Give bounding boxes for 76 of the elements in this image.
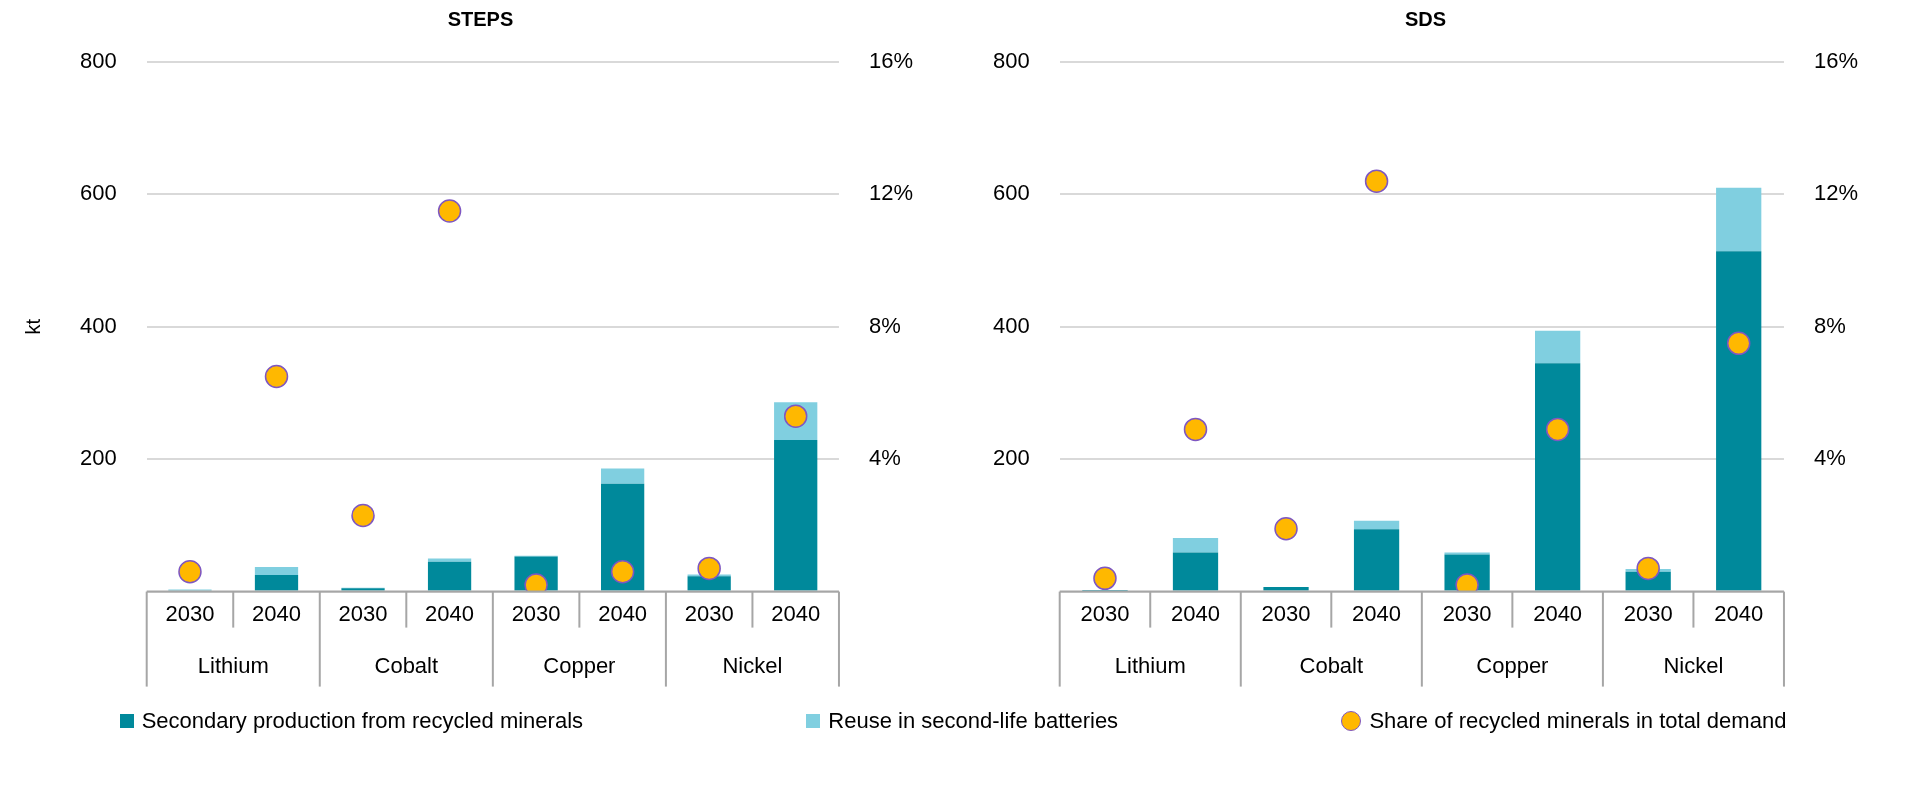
point	[1274, 516, 1298, 541]
bar	[427, 558, 472, 562]
point	[264, 364, 289, 389]
x-tick-label: 2030	[1442, 600, 1492, 626]
bar	[1263, 586, 1309, 591]
text: Cobalt	[1299, 652, 1364, 678]
y2-tick-label: 8%	[1813, 312, 1846, 338]
bar	[1535, 330, 1581, 364]
point	[437, 199, 462, 223]
x-tick-label: 2040	[1533, 600, 1583, 626]
text: Copper	[543, 652, 616, 678]
bar	[254, 575, 299, 591]
legend-label: Reuse in second-life batteries	[828, 708, 1119, 734]
bar	[1535, 363, 1581, 591]
y-axis-title: kt	[21, 318, 44, 335]
x-tick-label: 2040	[252, 600, 301, 626]
x-tick-label: 2040	[1352, 600, 1402, 626]
x-tick-label: 2030	[684, 600, 734, 626]
bar	[1172, 552, 1219, 591]
text: Nickel	[722, 652, 783, 678]
y2-tick-label: 16%	[868, 48, 914, 74]
y-tick-label: 600	[992, 180, 1030, 206]
chart-title: SDS	[1404, 7, 1447, 30]
x-tick-label: 2040	[771, 600, 821, 626]
y-tick-label: 400	[992, 312, 1030, 338]
text: Cobalt	[374, 652, 439, 678]
point	[697, 556, 721, 581]
text: Copper	[1476, 652, 1549, 678]
y2-tick-label: 12%	[868, 180, 914, 206]
point	[1636, 556, 1660, 581]
x-tick-label: 2030	[1623, 600, 1673, 626]
bar	[254, 567, 299, 576]
y-tick-label: 200	[992, 445, 1030, 471]
bar	[1353, 529, 1400, 591]
legend-label: Secondary production from recycled minerals	[141, 708, 584, 734]
bar	[774, 440, 818, 591]
bar	[1716, 251, 1762, 591]
y-tick-label: 400	[79, 312, 117, 338]
x-tick-label: 2030	[511, 600, 561, 626]
x-tick-label: 2040	[425, 600, 475, 626]
bar	[1716, 187, 1762, 252]
point	[1545, 417, 1570, 442]
point	[1364, 169, 1389, 193]
y-tick-label: 600	[79, 180, 117, 206]
bar	[1172, 537, 1219, 553]
bar	[1353, 520, 1400, 530]
point	[1093, 566, 1117, 591]
point	[178, 559, 202, 584]
point	[610, 559, 635, 584]
x-tick-label: 2030	[1261, 600, 1311, 626]
x-tick-label: 2040	[1714, 600, 1764, 626]
text: Lithium	[1114, 652, 1186, 678]
x-tick-label: 2030	[1080, 600, 1130, 626]
x-tick-label: 2030	[165, 600, 215, 626]
bar	[601, 483, 645, 591]
point	[1183, 417, 1208, 442]
y2-tick-label: 16%	[1813, 48, 1859, 74]
y2-tick-label: 12%	[1813, 180, 1859, 206]
legend-label: Share of recycled minerals in total demand	[1369, 708, 1787, 734]
y-tick-label: 800	[79, 48, 117, 74]
chart-title: STEPS	[447, 7, 514, 30]
y2-tick-label: 4%	[1813, 445, 1846, 471]
point	[1726, 331, 1751, 356]
y2-tick-label: 4%	[868, 445, 901, 471]
bar	[687, 576, 731, 591]
text: Nickel	[1663, 652, 1724, 678]
x-tick-label: 2040	[1171, 600, 1220, 626]
point	[351, 503, 375, 528]
bar	[427, 561, 472, 591]
y2-tick-label: 8%	[868, 312, 901, 338]
x-tick-label: 2030	[338, 600, 388, 626]
bar	[601, 468, 645, 484]
y-tick-label: 800	[992, 48, 1030, 74]
text: Lithium	[197, 652, 269, 678]
y-tick-label: 200	[79, 445, 117, 471]
x-tick-label: 2040	[598, 600, 648, 626]
